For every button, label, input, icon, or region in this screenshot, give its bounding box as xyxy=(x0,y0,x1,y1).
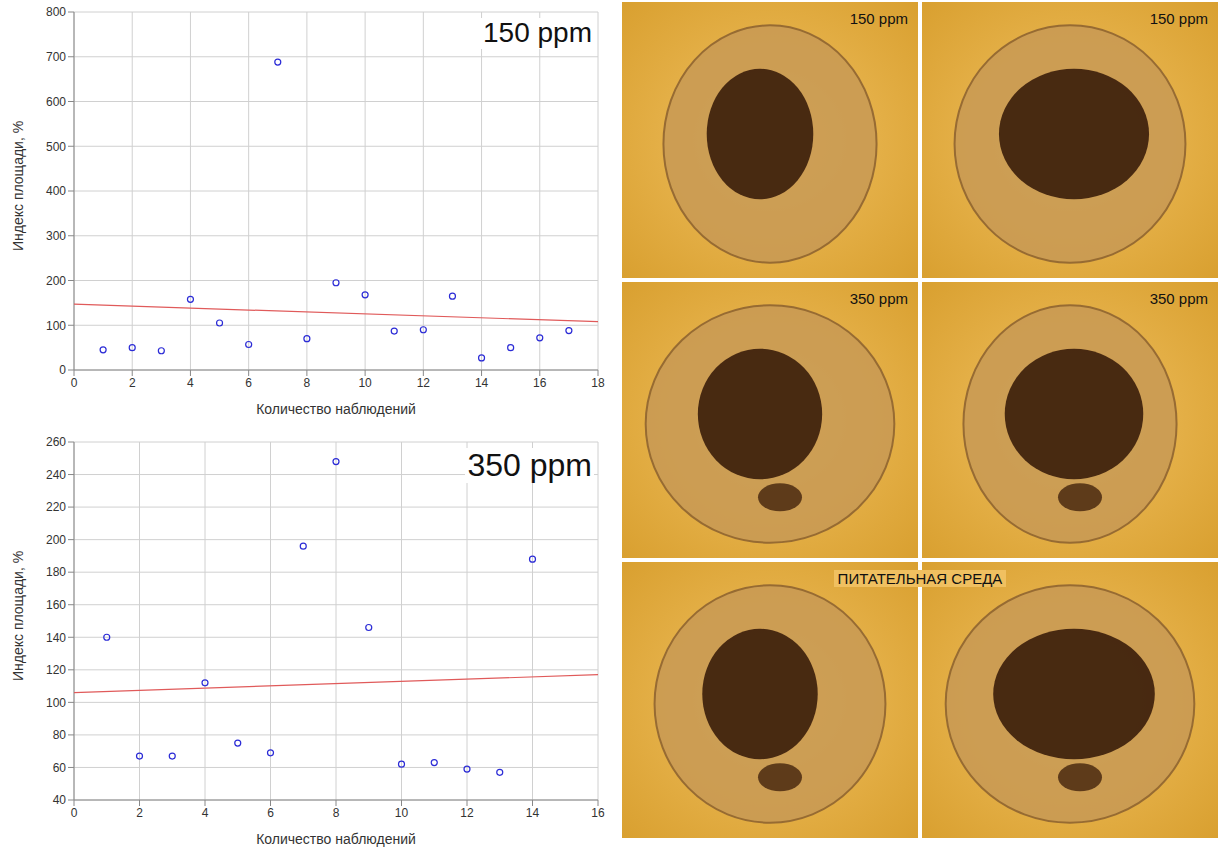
svg-text:220: 220 xyxy=(46,500,66,514)
svg-text:Индекс площади, %: Индекс площади, % xyxy=(10,551,26,681)
svg-text:700: 700 xyxy=(46,50,66,64)
svg-text:16: 16 xyxy=(591,806,605,820)
html-text:150 ppm: 150 ppm xyxy=(849,10,908,27)
html-text:150 ppm: 150 ppm xyxy=(1149,10,1208,27)
svg-text:14: 14 xyxy=(526,806,540,820)
svg-text:260: 260 xyxy=(46,435,66,449)
svg-text:10: 10 xyxy=(395,806,409,820)
svg-text:Количество наблюдений: Количество наблюдений xyxy=(256,831,416,847)
svg-text:800: 800 xyxy=(46,5,66,19)
svg-text:6: 6 xyxy=(245,376,252,390)
svg-text:120: 120 xyxy=(46,663,66,677)
svg-text:16: 16 xyxy=(533,376,547,390)
svg-text:4: 4 xyxy=(187,376,194,390)
svg-text:14: 14 xyxy=(475,376,489,390)
svg-text:400: 400 xyxy=(46,184,66,198)
svg-text:0: 0 xyxy=(59,363,66,377)
html-text:ПИТАТЕЛЬНАЯ СРЕДА: ПИТАТЕЛЬНАЯ СРЕДА xyxy=(837,570,1003,587)
svg-text:500: 500 xyxy=(46,140,66,154)
svg-text:0: 0 xyxy=(71,376,78,390)
svg-text:8: 8 xyxy=(304,376,311,390)
svg-text:600: 600 xyxy=(46,95,66,109)
svg-text:100: 100 xyxy=(46,696,66,710)
html-text:150 ppm: 150 ppm xyxy=(483,17,592,48)
svg-text:4: 4 xyxy=(202,806,209,820)
svg-text:18: 18 xyxy=(591,376,605,390)
svg-text:8: 8 xyxy=(333,806,340,820)
svg-text:10: 10 xyxy=(358,376,372,390)
svg-text:180: 180 xyxy=(46,565,66,579)
svg-text:200: 200 xyxy=(46,533,66,547)
svg-text:0: 0 xyxy=(71,806,78,820)
svg-text:100: 100 xyxy=(46,319,66,333)
svg-text:240: 240 xyxy=(46,468,66,482)
html-text:350 ppm: 350 ppm xyxy=(1149,290,1208,307)
svg-text:80: 80 xyxy=(53,728,67,742)
svg-text:Индекс площади, %: Индекс площади, % xyxy=(10,121,26,251)
svg-text:60: 60 xyxy=(53,761,67,775)
svg-text:2: 2 xyxy=(136,806,143,820)
svg-text:6: 6 xyxy=(267,806,274,820)
svg-text:140: 140 xyxy=(46,631,66,645)
svg-text:160: 160 xyxy=(46,598,66,612)
html-text:350 ppm: 350 ppm xyxy=(849,290,908,307)
html-text:350 ppm: 350 ppm xyxy=(467,447,592,483)
svg-text:2: 2 xyxy=(129,376,136,390)
svg-text:40: 40 xyxy=(53,793,67,807)
svg-text:12: 12 xyxy=(460,806,474,820)
svg-text:300: 300 xyxy=(46,229,66,243)
svg-text:Количество наблюдений: Количество наблюдений xyxy=(256,401,416,417)
svg-text:200: 200 xyxy=(46,274,66,288)
svg-text:12: 12 xyxy=(417,376,431,390)
